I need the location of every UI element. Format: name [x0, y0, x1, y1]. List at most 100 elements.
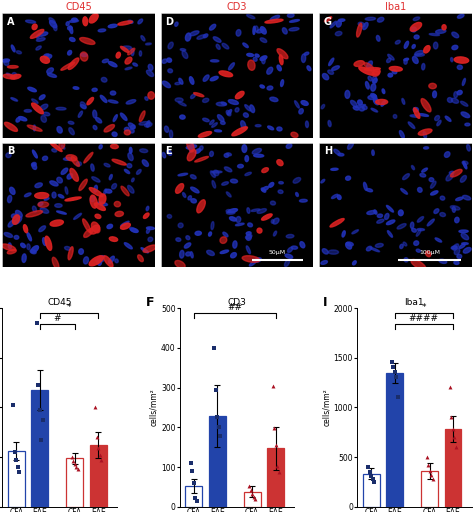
Point — [424, 461, 432, 469]
Bar — [386, 373, 403, 507]
Ellipse shape — [236, 91, 244, 99]
Ellipse shape — [300, 199, 307, 202]
Ellipse shape — [70, 168, 79, 181]
Ellipse shape — [190, 144, 193, 152]
Ellipse shape — [411, 165, 415, 169]
Ellipse shape — [412, 56, 418, 63]
Ellipse shape — [148, 237, 153, 242]
Ellipse shape — [121, 186, 129, 196]
Ellipse shape — [222, 182, 228, 185]
Ellipse shape — [328, 70, 334, 74]
Ellipse shape — [38, 202, 43, 206]
Ellipse shape — [228, 63, 235, 70]
Ellipse shape — [178, 223, 183, 228]
Ellipse shape — [377, 219, 384, 223]
Ellipse shape — [246, 246, 250, 254]
Ellipse shape — [109, 175, 112, 180]
Ellipse shape — [236, 223, 244, 226]
Ellipse shape — [463, 247, 471, 253]
Ellipse shape — [191, 199, 196, 203]
Text: 100μM: 100μM — [419, 249, 440, 254]
Ellipse shape — [273, 231, 277, 236]
Ellipse shape — [40, 104, 48, 110]
Ellipse shape — [353, 106, 359, 110]
Ellipse shape — [182, 193, 186, 198]
Ellipse shape — [356, 104, 365, 108]
Ellipse shape — [64, 246, 71, 250]
Ellipse shape — [408, 122, 415, 129]
Ellipse shape — [253, 57, 257, 61]
Point — [217, 432, 224, 440]
Ellipse shape — [128, 123, 135, 129]
Ellipse shape — [414, 108, 420, 118]
Ellipse shape — [285, 254, 292, 259]
Ellipse shape — [178, 173, 188, 176]
Ellipse shape — [429, 178, 434, 182]
Ellipse shape — [345, 91, 350, 98]
Ellipse shape — [169, 130, 173, 138]
Bar — [8, 451, 25, 507]
Ellipse shape — [262, 214, 272, 220]
Ellipse shape — [32, 103, 43, 114]
Bar — [209, 416, 226, 507]
Ellipse shape — [145, 97, 148, 100]
Ellipse shape — [112, 159, 126, 165]
Ellipse shape — [400, 244, 403, 248]
Point — [269, 381, 276, 390]
Ellipse shape — [218, 115, 224, 122]
Ellipse shape — [262, 168, 268, 173]
Ellipse shape — [3, 74, 15, 79]
Point — [423, 453, 430, 461]
Ellipse shape — [250, 105, 255, 113]
Ellipse shape — [248, 60, 255, 70]
Ellipse shape — [210, 24, 216, 30]
Ellipse shape — [197, 35, 206, 39]
Point — [13, 456, 20, 464]
Ellipse shape — [180, 250, 184, 258]
Ellipse shape — [2, 59, 9, 62]
Ellipse shape — [377, 17, 384, 22]
Ellipse shape — [413, 108, 419, 112]
Ellipse shape — [373, 69, 380, 75]
Ellipse shape — [146, 228, 150, 233]
Title: Iba1: Iba1 — [405, 298, 424, 307]
Ellipse shape — [270, 97, 278, 101]
Ellipse shape — [433, 91, 437, 98]
Ellipse shape — [43, 156, 47, 160]
Ellipse shape — [92, 177, 100, 182]
Ellipse shape — [230, 179, 237, 183]
Title: CD3: CD3 — [228, 298, 246, 307]
Ellipse shape — [61, 168, 68, 175]
Ellipse shape — [10, 74, 21, 79]
Ellipse shape — [139, 121, 149, 125]
Ellipse shape — [80, 52, 88, 61]
Ellipse shape — [122, 46, 131, 50]
Ellipse shape — [456, 197, 463, 201]
Ellipse shape — [277, 49, 288, 59]
Ellipse shape — [118, 21, 132, 25]
Ellipse shape — [50, 181, 58, 186]
Ellipse shape — [84, 229, 93, 238]
Ellipse shape — [366, 188, 373, 192]
Point — [429, 475, 437, 483]
Point — [37, 436, 45, 444]
Ellipse shape — [346, 242, 353, 246]
Ellipse shape — [141, 36, 145, 41]
Ellipse shape — [27, 125, 42, 131]
Ellipse shape — [334, 150, 340, 155]
Ellipse shape — [289, 28, 299, 31]
Text: I: I — [323, 296, 328, 309]
Ellipse shape — [300, 242, 305, 248]
Ellipse shape — [195, 157, 209, 162]
Ellipse shape — [433, 42, 438, 49]
Ellipse shape — [462, 161, 468, 165]
Text: G: G — [324, 16, 332, 27]
Ellipse shape — [286, 234, 294, 238]
Ellipse shape — [231, 252, 237, 258]
Ellipse shape — [336, 20, 341, 27]
Point — [251, 495, 259, 503]
Ellipse shape — [128, 48, 135, 55]
Bar — [267, 448, 284, 507]
Ellipse shape — [331, 168, 338, 170]
Point — [452, 443, 460, 451]
